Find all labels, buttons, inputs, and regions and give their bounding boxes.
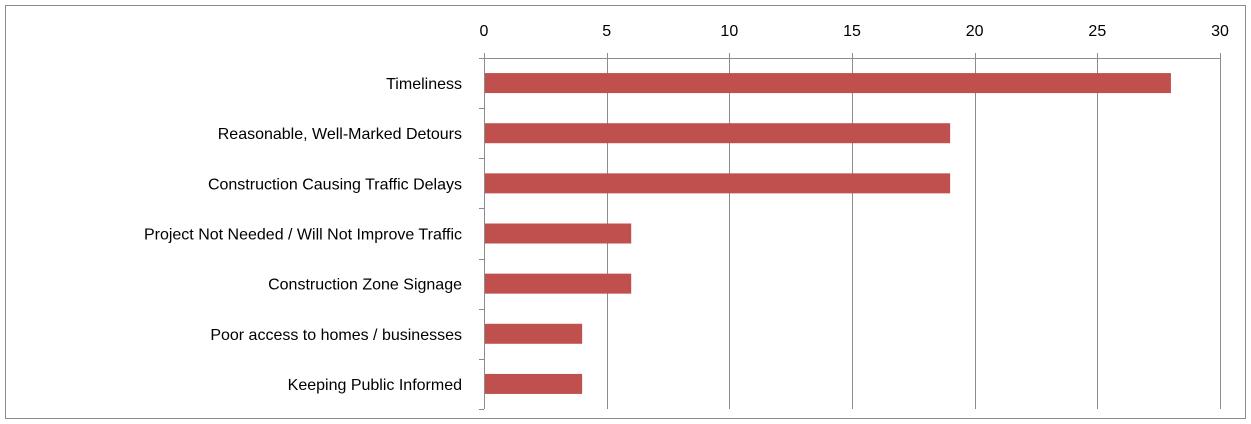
- bar-6: [485, 373, 583, 394]
- category-labels: Timeliness Reasonable, Well-Marked Detour…: [144, 76, 462, 394]
- bar-1: [485, 123, 951, 144]
- bar-5: [485, 323, 583, 344]
- bars: [485, 73, 1171, 394]
- x-tick-label: 20: [966, 23, 984, 40]
- category-label: Keeping Public Informed: [288, 377, 462, 394]
- bar-2: [485, 173, 951, 194]
- category-label: Construction Causing Traffic Delays: [208, 176, 462, 193]
- axes: [479, 53, 1221, 410]
- category-label: Reasonable, Well-Marked Detours: [218, 126, 462, 143]
- category-label: Timeliness: [386, 76, 462, 93]
- gridlines: [607, 58, 1221, 409]
- bar-3: [485, 223, 632, 244]
- category-label: Construction Zone Signage: [268, 277, 462, 294]
- category-label: Project Not Needed / Will Not Improve Tr…: [144, 227, 462, 244]
- bar-0: [485, 73, 1171, 94]
- x-tick-label: 25: [1088, 23, 1106, 40]
- x-tick-label: 5: [602, 23, 611, 40]
- category-label: Poor access to homes / businesses: [210, 327, 462, 344]
- x-tick-label: 10: [720, 23, 738, 40]
- x-tick-label: 0: [480, 23, 489, 40]
- bar-4: [485, 273, 632, 294]
- x-tick-labels: 0 5 10 15 20 25 30: [480, 23, 1229, 40]
- x-tick-label: 30: [1211, 23, 1229, 40]
- x-tick-label: 15: [843, 23, 861, 40]
